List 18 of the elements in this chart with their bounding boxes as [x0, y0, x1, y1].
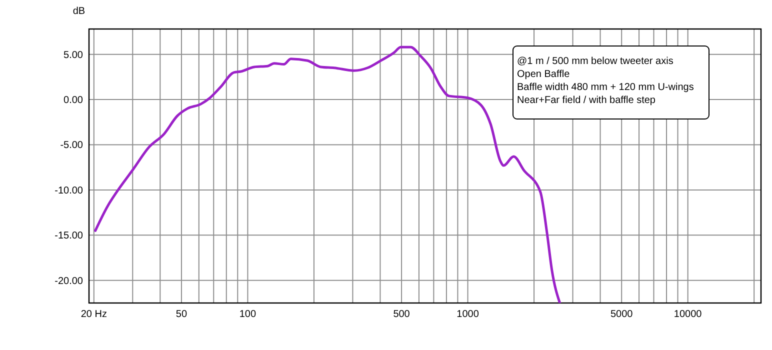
annotation: Near+Far field / with baffle step — [517, 95, 656, 106]
x-tick-label: 10000 — [674, 309, 702, 320]
y-tick-label: -5.00 — [60, 140, 84, 152]
y-tick-label: -20.00 — [54, 276, 84, 287]
y-axis-title: dB — [72, 6, 86, 17]
x-tick-label: 1000 — [456, 309, 480, 320]
y-tick-label: 5.00 — [64, 50, 84, 61]
x-tick-label: 5000 — [610, 309, 634, 320]
x-tick-label: 500 — [393, 309, 410, 320]
y-tick-label: -15.00 — [54, 230, 84, 242]
y-tick-label: 0.00 — [64, 95, 84, 106]
x-tick-label: 50 — [176, 309, 188, 320]
x-tick-label: 20 Hz — [80, 309, 107, 320]
y-tick-label: -10.00 — [54, 185, 84, 196]
annotation: @1 m / 500 mm below tweeter axis — [517, 56, 674, 67]
x-tick-label: 100 — [239, 309, 256, 320]
annotation: Open Baffle — [517, 69, 570, 80]
annotation: Baffle width 480 mm + 120 mm U-wings — [517, 82, 694, 93]
